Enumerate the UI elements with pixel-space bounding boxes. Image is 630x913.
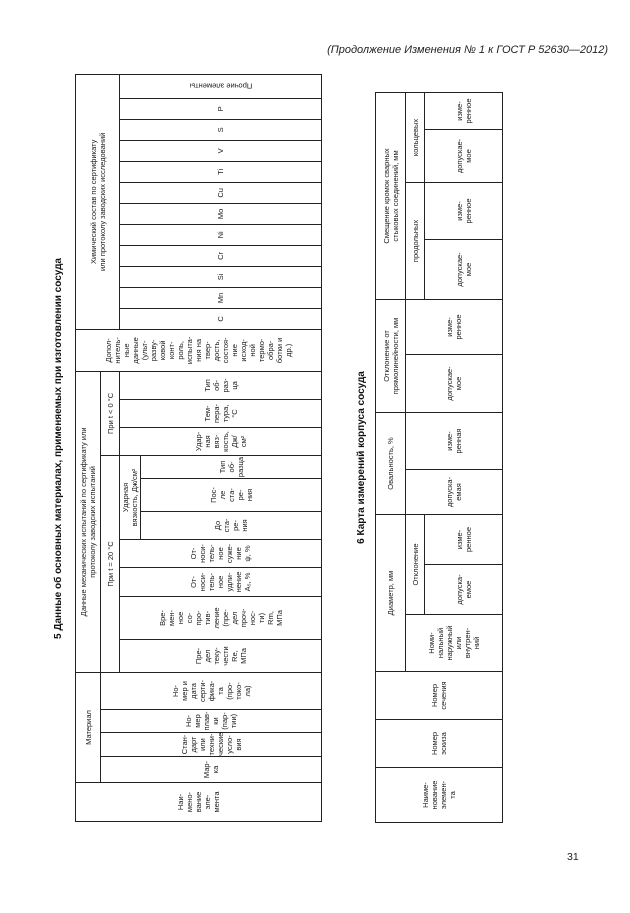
- group-header-mech-tests: Данные механических испытаний по сертифи…: [75, 371, 101, 673]
- group-header-ovality: Овальность, %: [375, 412, 406, 515]
- col-header-after-aging: Пос- ле ста- ре- ния: [140, 478, 322, 512]
- group-header-diameter: Диаметр, мм: [375, 514, 406, 672]
- col-header-elongation: От- носи- тель- ное удли- нение А₅, %: [119, 567, 322, 597]
- col-header-grade: Мар- ка: [100, 756, 322, 783]
- page-header-note: (Продолжение Изменения № 1 к ГОСТ Р 5263…: [327, 44, 608, 56]
- col-header-yield-strength: Пре- дел теку- чести Re, МПа: [119, 639, 322, 673]
- col-header-straightness-allowed: допускае- мое: [405, 354, 503, 413]
- table5-title-wrap: 5 Данные об основных материалах, применя…: [46, 75, 72, 822]
- group-header-longitudinal-welds: продольных: [405, 182, 425, 300]
- col-header-element-c: C: [119, 308, 322, 330]
- col-header-element-cr: Cr: [119, 245, 322, 267]
- col-header-ring-offset-allowed: допускае- мое: [424, 129, 503, 183]
- col-header-element-cu: Cu: [119, 182, 322, 204]
- col-header-ovality-measured: изме- ренная: [405, 412, 503, 470]
- group-header-material: Материал: [75, 672, 101, 783]
- col-header-element-s: S: [119, 119, 322, 141]
- group-header-ring-welds: кольцевых: [405, 92, 425, 183]
- col-header-melt-number: Но- мер плав- ки (пар- тии): [100, 709, 322, 733]
- group-header-impact-strength: Ударная вязкость, Дж/см²: [119, 455, 141, 540]
- group-header-t20: При t = 20 °С: [100, 455, 120, 673]
- table6-measurement-map: Наиме- нование элемен- та Номер эскиза Н…: [375, 91, 503, 823]
- col-header-element-p: P: [119, 98, 322, 120]
- table6-title-wrap: 6 Карта измерений корпуса сосуда: [350, 93, 374, 822]
- col-header-specimen-type-t20: Тип об- разца: [140, 455, 322, 479]
- col-header-diameter-deviation-measured: изме- ренное: [424, 514, 503, 565]
- table6-wrap: Наиме- нование элемен- та Номер эскиза Н…: [375, 91, 503, 823]
- table6-title: 6 Карта измерений корпуса сосуда: [356, 371, 367, 544]
- col-header-impact-strength-sub0: Удар- ная вяз- кость, Дж/ см²: [119, 427, 322, 456]
- col-header-longitudinal-offset-measured: изме- ренное: [424, 182, 503, 240]
- col-header-reduction-of-area: От- носи- тель- ное суже- ние ψ, %: [119, 539, 322, 568]
- group-header-t-below-zero: При t < 0 °С: [100, 371, 120, 456]
- col-header-sketch-number: Номер эскиза: [375, 719, 503, 768]
- col-header-element-name6: Наиме- нование элемен- та: [375, 767, 503, 823]
- col-header-element-v: V: [119, 140, 322, 162]
- col-header-tensile-strength: Вре- мен- ное со- про- тив- ление (пре- …: [119, 596, 322, 640]
- col-header-ovality-allowed: допуска- емая: [405, 469, 503, 515]
- col-header-element-name: Наи- мено- вание эле- мента: [75, 782, 322, 822]
- col-header-element-ni: Ni: [119, 224, 322, 246]
- col-header-element-mo: Mo: [119, 203, 322, 225]
- group-header-chemical-composition: Химический состав по сертификату или про…: [75, 74, 120, 330]
- col-header-certificate-number: Но- мер и дата серти- фика- та (про- ток…: [100, 672, 322, 710]
- group-header-straightness-deviation: Отклонение от прямолинейности, мм: [375, 299, 406, 413]
- col-header-straightness-measured: изме- ренное: [405, 299, 503, 355]
- col-header-ring-offset-measured: изме- ренное: [424, 92, 503, 130]
- col-header-standard: Стан- дарт или техни- ческие усло- вия: [100, 732, 322, 757]
- group-header-weld-edge-offset: Смещение кромок сварных стыковых соедине…: [375, 92, 406, 300]
- page-number: 31: [567, 851, 579, 863]
- col-header-other-elements: Прочие элементы: [119, 74, 322, 99]
- col-header-element-mn: Mn: [119, 287, 322, 309]
- col-header-diameter-deviation-allowed: допуска- емое: [424, 564, 503, 615]
- table5-title: 5 Данные об основных материалах, применя…: [53, 258, 64, 639]
- col-header-element-ti: Ti: [119, 161, 322, 183]
- col-header-element-si: Si: [119, 266, 322, 288]
- col-header-nominal-diameter: Номи- нальный наружный или внутрен- ний: [405, 614, 503, 672]
- col-header-section-number: Номер сечения: [375, 671, 503, 720]
- col-header-specimen-type-sub0: Тип об- раз- ца: [119, 371, 322, 400]
- col-header-additional-data: Допол- нитель- ные данные (ульт- разву- …: [75, 329, 322, 372]
- col-header-test-temperature: Тем- пера- тура, °С: [119, 399, 322, 428]
- col-header-before-aging: До ста- ре- ния: [140, 511, 322, 540]
- group-header-diameter-deviation: Отклонение: [405, 514, 425, 615]
- table5-wrap: Наи- мено- вание эле- мента Материал Дан…: [75, 73, 322, 822]
- other-elements-rotated-label: Прочие элементы: [189, 81, 252, 91]
- table5-materials: Наи- мено- вание эле- мента Материал Дан…: [75, 73, 322, 822]
- col-header-longitudinal-offset-allowed: допускае- мое: [424, 239, 503, 300]
